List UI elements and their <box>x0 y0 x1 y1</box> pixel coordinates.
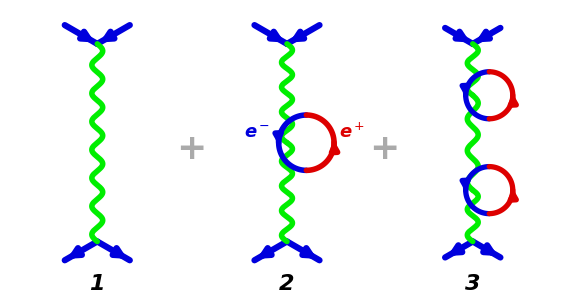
Text: 3: 3 <box>465 274 481 294</box>
Text: e$^+$: e$^+$ <box>339 122 365 142</box>
Text: +: + <box>176 132 206 166</box>
Text: 1: 1 <box>89 274 105 294</box>
Text: 2: 2 <box>279 274 295 294</box>
Text: e$^-$: e$^-$ <box>244 124 270 142</box>
Text: +: + <box>368 132 399 166</box>
